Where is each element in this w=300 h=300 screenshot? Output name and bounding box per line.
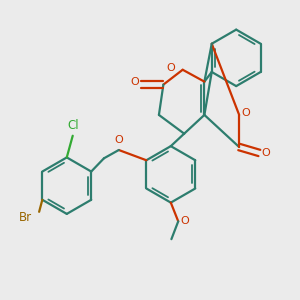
Text: Br: Br <box>19 211 32 224</box>
Text: O: O <box>181 216 189 226</box>
Text: O: O <box>130 76 139 87</box>
Text: Cl: Cl <box>67 119 79 132</box>
Text: O: O <box>167 63 175 73</box>
Text: O: O <box>114 135 123 145</box>
Text: O: O <box>262 148 271 158</box>
Text: O: O <box>242 108 250 118</box>
